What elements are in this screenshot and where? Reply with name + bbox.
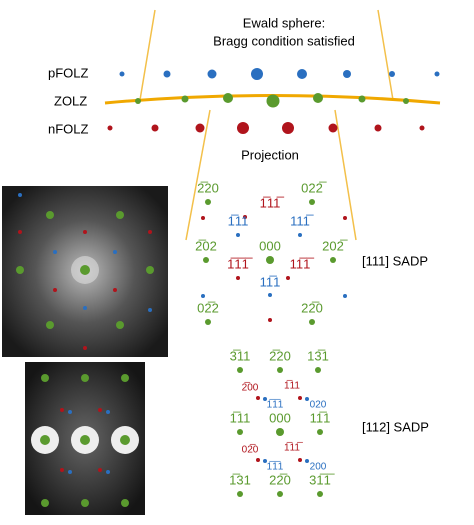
index: 111̅ — [290, 213, 314, 228]
sadp-label: [111] SADP — [362, 253, 428, 268]
header-line: Bragg condition satisfied — [213, 33, 355, 48]
sadp-111-dots — [201, 199, 347, 325]
index: 2̅20 — [197, 180, 219, 195]
index: 22̅0 — [269, 472, 291, 487]
zone-label: ZOLZ — [54, 93, 87, 108]
projection-label: Projection — [241, 147, 299, 162]
index: 02̅2 — [197, 300, 219, 315]
micrograph-111 — [2, 186, 168, 357]
index: 1̅31 — [229, 472, 251, 487]
sadp-111-indices: 2̅20 022̅ 2̅02 000 202̅ 02̅2 22̅0 1̅11̅ … — [195, 180, 348, 315]
index: 22̅0 — [301, 300, 323, 315]
zone-dots — [107, 68, 440, 134]
index: 1̅1̅1 — [267, 461, 284, 473]
index: 02̅0 — [242, 444, 259, 456]
index: 200 — [310, 462, 327, 473]
index: 13̅1 — [307, 348, 329, 363]
index: 022̅ — [301, 180, 327, 195]
index: 1̅11̅ — [284, 442, 303, 454]
index: 2̅20 — [269, 348, 291, 363]
index: 1̅11̅ — [260, 195, 285, 210]
index: 020 — [310, 400, 327, 411]
index: 202̅ — [322, 238, 348, 253]
index: 000 — [269, 410, 291, 425]
index: 1̅11 — [228, 213, 249, 228]
index: 11̅1 — [310, 410, 331, 425]
index: 000 — [259, 238, 281, 253]
index: 1̅11 — [284, 380, 300, 392]
index: 1̅1̅1 — [267, 399, 284, 411]
index: 1̅1̅1̅ — [227, 256, 253, 271]
index: 31̅1̅ — [309, 472, 335, 487]
index: 11̅1̅ — [290, 256, 315, 271]
index: 2̅00 — [242, 382, 259, 394]
sadp-112-indices: 3̅11 2̅20 13̅1 1̅11 000 11̅1 1̅31 22̅0 3… — [229, 348, 335, 487]
micrograph-112 — [25, 362, 145, 515]
zone-label: nFOLZ — [48, 121, 89, 136]
header-line: Ewald sphere: — [243, 15, 325, 30]
index: 11̅1 — [260, 274, 281, 289]
zone-label: pFOLZ — [48, 65, 89, 80]
index: 2̅02 — [195, 238, 217, 253]
index: 3̅11 — [230, 348, 251, 363]
index: 1̅11 — [230, 410, 251, 425]
sadp-label: [112] SADP — [362, 419, 429, 434]
sadp-112-dots — [237, 367, 323, 497]
